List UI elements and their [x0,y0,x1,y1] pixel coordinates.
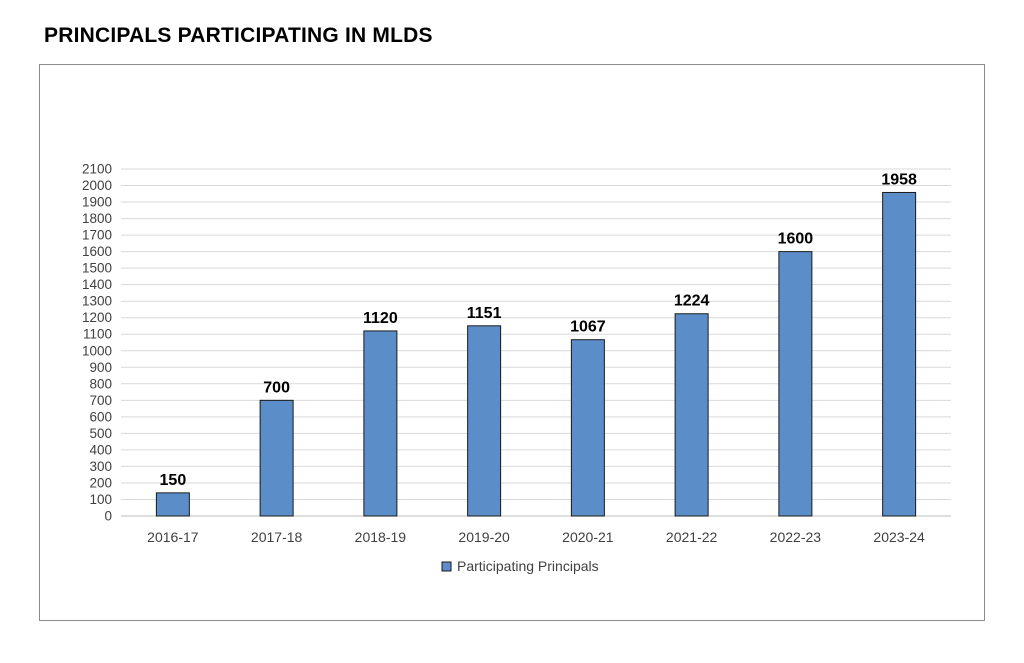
y-tick-label: 1400 [82,277,112,292]
bar [155,492,190,517]
y-tick-label: 2100 [82,162,112,177]
x-tick-label: 2017-18 [251,529,303,545]
x-tick-label: 2020-21 [562,529,614,545]
bar [778,251,813,517]
legend-swatch [441,561,452,572]
page-title: PRINCIPALS PARTICIPATING IN MLDS [44,24,433,47]
y-tick-label: 100 [89,492,112,507]
y-tick-label: 1200 [82,310,112,325]
y-tick-label: 800 [89,376,112,391]
y-tick-label: 1600 [82,244,112,259]
y-tick-label: 1000 [82,343,112,358]
y-tick-label: 2000 [82,178,112,193]
x-tick-label: 2022-23 [770,529,822,545]
data-label: 1600 [778,231,814,248]
data-label: 150 [160,472,187,489]
y-tick-label: 700 [89,393,112,408]
y-tick-label: 200 [89,475,112,490]
data-label: 1224 [674,293,710,310]
data-label: 700 [263,379,290,396]
x-tick-label: 2018-19 [355,529,407,545]
y-tick-label: 1500 [82,261,112,276]
y-tick-label: 1300 [82,294,112,309]
chart-frame: 0 100 200 300 400 500 600 700 800 900 1000 1100 1200… [39,64,985,621]
y-tick-label: 500 [89,426,112,441]
y-tick-label: 900 [89,360,112,375]
y-tick-label: 1100 [83,327,112,342]
bar [882,191,917,517]
y-tick-label: 300 [89,459,112,474]
bar [363,330,398,517]
x-tick-label: 2019-20 [458,529,510,545]
y-tick-label: 0 [104,509,112,524]
data-label: 1958 [881,171,917,188]
x-tick-label: 2021-22 [666,529,718,545]
y-tick-label: 1900 [82,195,112,210]
x-tick-label: 2016-17 [147,529,199,545]
y-tick-label: 1700 [82,228,112,243]
bar-chart: 0100200300400500600700800900100011001200… [82,162,951,574]
y-tick-label: 400 [89,442,112,457]
bar [467,325,502,517]
legend-label: Participating Principals [457,558,599,574]
data-label: 1151 [467,305,502,322]
y-tick-label: 600 [89,409,112,424]
bar [674,313,709,517]
data-label: 1067 [570,319,606,336]
y-tick-label: 1800 [82,211,112,226]
bar [259,399,294,517]
bar [570,339,605,517]
x-tick-label: 2023-24 [873,529,925,545]
data-label: 1120 [363,310,398,327]
